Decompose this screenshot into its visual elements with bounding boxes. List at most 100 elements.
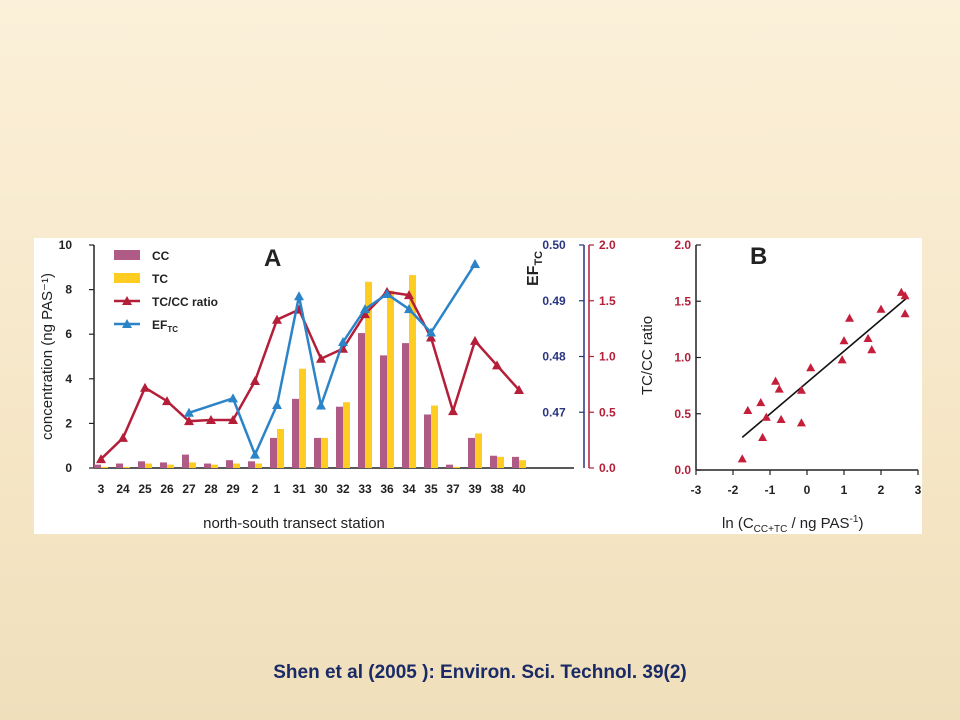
ef-point-34	[404, 304, 414, 314]
bar-cc-2	[248, 461, 255, 468]
ratio-point-3	[96, 454, 106, 464]
bar-tc-40	[519, 460, 526, 468]
legend-marker-ef	[122, 319, 132, 328]
x-tick-label-2: 2	[252, 482, 259, 496]
b-scatter-point-12	[839, 336, 849, 345]
x-tick-label-33: 33	[358, 482, 372, 496]
x-tick-label-26: 26	[160, 482, 174, 496]
bar-tc-29	[233, 463, 240, 468]
ratio-point-29	[228, 415, 238, 425]
bar-cc-33	[358, 333, 365, 468]
ratio-point-34	[404, 290, 414, 300]
legend-swatch-tc	[114, 273, 140, 283]
bar-cc-37	[446, 464, 453, 468]
b-x-tick-label: 1	[841, 483, 848, 497]
b-scatter-point-18	[900, 291, 910, 300]
ratio-point-25	[140, 382, 150, 392]
legend-label: TC/CC ratio	[152, 295, 218, 309]
legend-label: EFTC	[152, 318, 178, 334]
ratio-point-40	[514, 384, 524, 394]
bar-cc-36	[380, 355, 387, 468]
b-y-axis-label: TC/CC ratio	[639, 316, 656, 395]
b-x-axis-label-sub: CC+TC	[754, 524, 788, 534]
y-tick-label-ratio: 1.0	[599, 350, 616, 364]
ratio-point-39	[470, 335, 480, 345]
b-scatter-point-19	[900, 309, 910, 318]
bar-tc-30	[321, 437, 328, 468]
b-scatter-point-8	[796, 418, 806, 427]
bar-cc-29	[226, 460, 233, 468]
y-tick-label-ratio: 0.0	[599, 461, 616, 475]
panel-label-a: A	[264, 245, 281, 272]
bar-cc-26	[160, 462, 167, 468]
b-y-tick-label: 0.5	[674, 407, 691, 421]
ratio-point-28	[206, 415, 216, 425]
y-tick-label-left: 8	[65, 283, 72, 297]
bar-tc-35	[431, 405, 438, 468]
bar-tc-37	[453, 466, 460, 468]
b-scatter-point-14	[863, 333, 873, 342]
bar-cc-28	[204, 463, 211, 468]
legend-label: CC	[152, 249, 170, 263]
b-x-axis-label-sup: -1	[850, 514, 859, 525]
x-tick-label-24: 24	[116, 482, 130, 496]
ef-point-30	[316, 400, 326, 410]
bar-cc-32	[336, 406, 343, 468]
bar-cc-35	[424, 414, 431, 468]
ef-point-32	[338, 337, 348, 347]
b-x-axis-label-rest: / ng PAS	[787, 515, 849, 532]
b-x-tick-label: -3	[691, 483, 702, 497]
legend-label-sub: TC	[167, 325, 178, 334]
x-tick-label-37: 37	[446, 482, 460, 496]
y-axis-label-ef: EFTC	[525, 251, 545, 286]
b-y-tick-label: 1.5	[674, 294, 691, 308]
x-tick-label-38: 38	[490, 482, 504, 496]
y-tick-label-ratio: 0.5	[599, 405, 616, 419]
y-tick-label-left: 4	[65, 372, 72, 386]
legend-label: TC	[152, 272, 168, 286]
ef-point-39	[470, 258, 480, 268]
b-scatter-point-7	[776, 414, 786, 423]
bar-tc-27	[189, 462, 196, 468]
ef-point-29	[228, 393, 238, 403]
y-tick-label-ratio: 1.5	[599, 294, 616, 308]
ef-point-1	[272, 400, 282, 410]
legend-marker-ratio	[122, 296, 132, 305]
ratio-point-2	[250, 376, 260, 386]
b-x-axis-label: ln (CCC+TC / ng PAS-1)	[722, 514, 863, 534]
x-axis-label: north-south transect station	[203, 515, 385, 532]
bar-tc-24	[123, 466, 130, 468]
b-fit-line	[741, 297, 908, 438]
x-tick-label-36: 36	[380, 482, 394, 496]
x-tick-label-1: 1	[274, 482, 281, 496]
x-tick-label-28: 28	[204, 482, 218, 496]
bar-cc-3	[94, 464, 101, 468]
x-tick-label-3: 3	[98, 482, 105, 496]
y-tick-label-left: 2	[65, 416, 72, 430]
bar-tc-25	[145, 463, 152, 468]
bar-cc-1	[270, 437, 277, 468]
bar-tc-26	[167, 464, 174, 468]
b-x-axis-label-end: )	[858, 515, 863, 532]
b-y-tick-label: 0.0	[674, 463, 691, 477]
panel-label-b: B	[750, 243, 767, 270]
ratio-point-33	[360, 309, 370, 319]
b-scatter-point-0	[737, 454, 747, 463]
b-x-tick-label: -2	[728, 483, 739, 497]
ef-point-27	[184, 407, 194, 417]
b-scatter-point-3	[758, 432, 768, 441]
bar-tc-3	[101, 466, 108, 468]
citation-caption: Shen et al (2005 ): Environ. Sci. Techno…	[273, 662, 687, 683]
legend-swatch-cc	[114, 250, 140, 260]
x-tick-label-39: 39	[468, 482, 482, 496]
y-tick-label-left: 0	[65, 461, 72, 475]
x-tick-label-29: 29	[226, 482, 240, 496]
ratio-point-37	[448, 406, 458, 416]
y-tick-label-left: 6	[65, 327, 72, 341]
bar-cc-39	[468, 437, 475, 468]
b-scatter-point-11	[837, 355, 847, 364]
b-scatter-point-4	[761, 412, 771, 421]
b-y-tick-label: 2.0	[674, 238, 691, 252]
x-tick-label-30: 30	[314, 482, 328, 496]
